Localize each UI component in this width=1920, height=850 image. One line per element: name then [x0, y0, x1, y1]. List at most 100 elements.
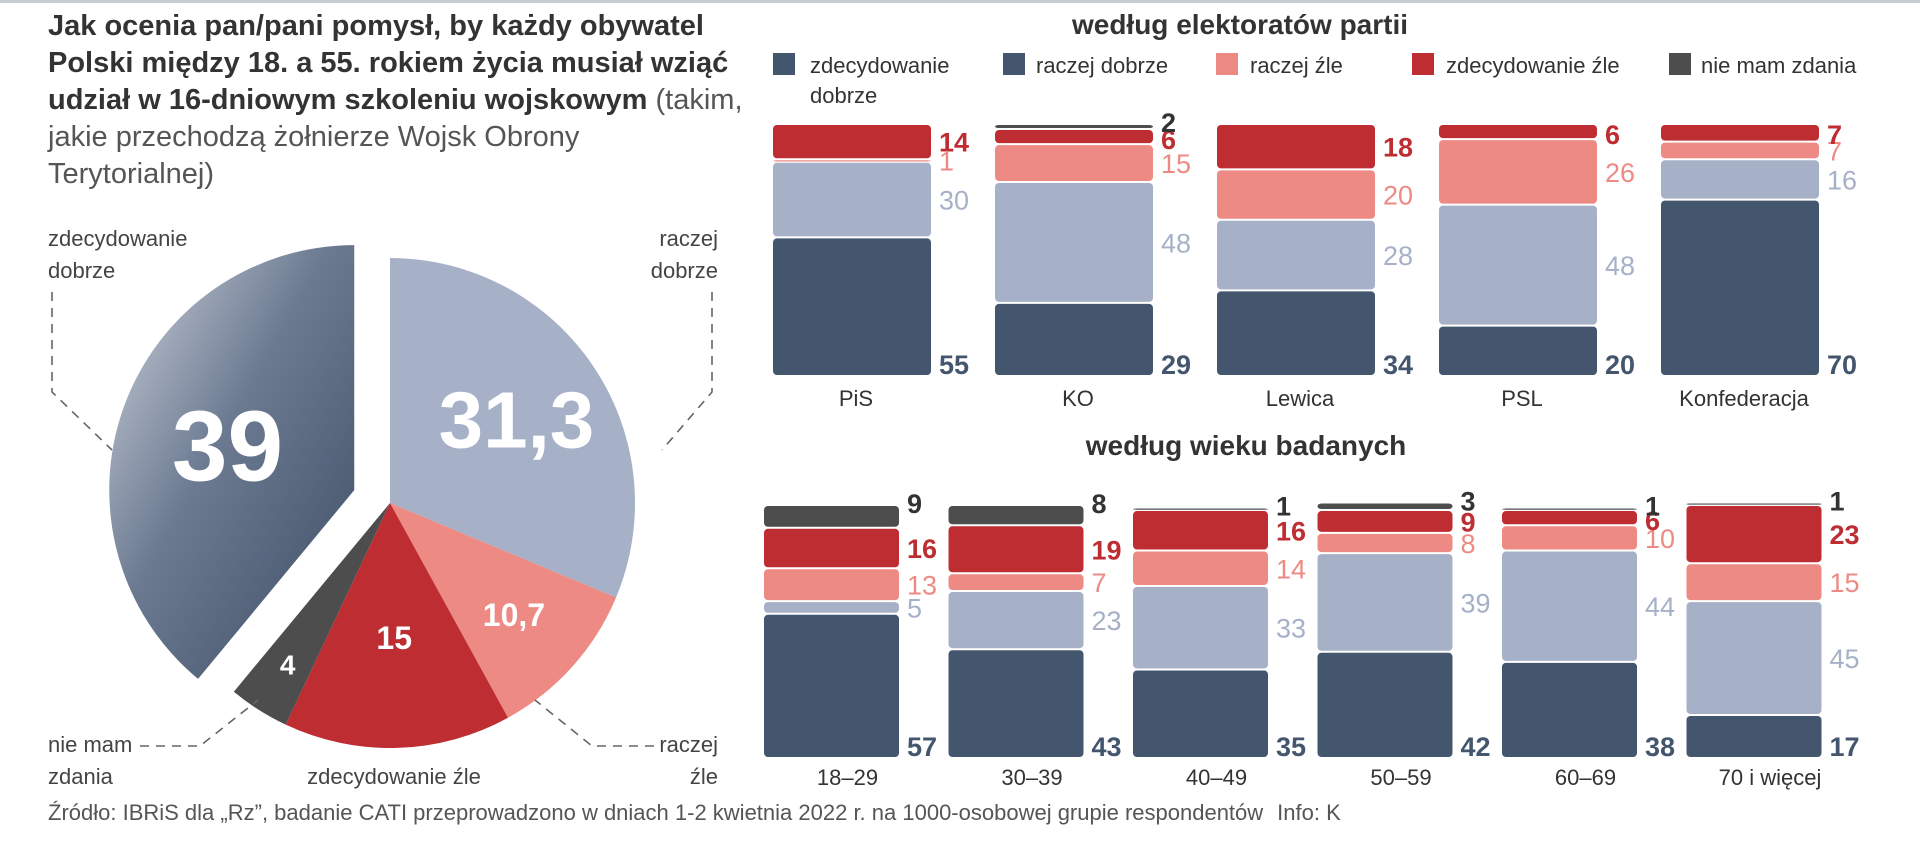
value-age-40-49-zdecydowanie-dobrze: 35: [1276, 732, 1306, 762]
bar-age-50-59-nie-mam-zdania: [1317, 503, 1453, 510]
bar-age-40-49-raczej-zle: [1133, 551, 1268, 585]
category-age-18-29: 18–29: [817, 765, 878, 790]
bar-party-psl-raczej-dobrze: [1439, 205, 1597, 325]
value-party-psl-zdecydowanie-zle: 6: [1605, 120, 1620, 150]
bar-age-18-29-raczej-zle: [764, 569, 899, 601]
value-age-30-39-zdecydowanie-zle: 19: [1092, 535, 1122, 565]
bar-age-40-49-zdecydowanie-zle: [1133, 511, 1268, 550]
legend-label-nie-mam: nie mam zdania: [1701, 53, 1857, 78]
category-party-lewica: Lewica: [1266, 386, 1335, 411]
bar-party-ko-zdecydowanie-dobrze: [995, 303, 1153, 375]
top-rule: [0, 0, 1920, 3]
pie-slice-zdecydowanie-le: [285, 503, 509, 748]
age-bar-chart: 5751316918–294323719830–3935331416140–49…: [764, 486, 1860, 790]
bar-party-lewica-raczej-zle: [1217, 170, 1375, 219]
pie-label-nie-mam-2: zdania: [48, 764, 114, 789]
value-party-ko-zdecydowanie-dobrze: 29: [1161, 350, 1191, 380]
bar-party-ko-raczej-zle: [995, 145, 1153, 181]
pie-label-raczej-dobrze-2: dobrze: [651, 258, 718, 283]
bar-party-pis-zdecydowanie-dobrze: [773, 238, 931, 375]
value-age-18-29-nie-mam-zdania: 9: [907, 489, 922, 519]
value-party-psl-raczej-zle: 26: [1605, 158, 1635, 188]
pie-value-raczej-dobrze: 31,3: [439, 376, 595, 465]
value-party-ko-zdecydowanie-zle: 6: [1161, 125, 1176, 155]
bar-age-50-59-zdecydowanie-dobrze: [1317, 652, 1453, 757]
bar-age-40-49-raczej-dobrze: [1133, 586, 1268, 669]
pie-label-raczej-dobrze-1: raczej: [659, 226, 718, 251]
source-note: Źródło: IBRiS dla „Rz”, badanie CATI prz…: [48, 800, 1341, 826]
bar-party-lewica-zdecydowanie-zle: [1217, 125, 1375, 169]
bar-party-konfederacja-zdecydowanie-zle: [1661, 125, 1819, 141]
question-note: (takim, jakie przechodzą żołnierze Wojsk…: [48, 84, 743, 190]
value-party-ko-raczej-zle: 15: [1161, 149, 1191, 179]
bar-age-30-39-raczej-zle: [948, 574, 1084, 591]
bar-age-60-69-raczej-zle: [1502, 526, 1637, 550]
bar-party-psl-zdecydowanie-dobrze: [1439, 326, 1597, 375]
value-age-70-i-wi-cej-nie-mam-zdania: 1: [1830, 486, 1845, 516]
pie-label-raczej-zle-1: raczej: [659, 732, 718, 757]
value-age-50-59-raczej-dobrze: 39: [1461, 588, 1491, 618]
value-age-18-29-zdecydowanie-zle: 16: [907, 534, 937, 564]
category-age-60-69: 60–69: [1555, 765, 1616, 790]
pie-value-raczej-le: 10,7: [483, 597, 545, 633]
value-age-30-39-zdecydowanie-dobrze: 43: [1092, 732, 1122, 762]
value-age-40-49-nie-mam-zdania: 1: [1276, 492, 1291, 522]
legend-label-raczej-dobrze: raczej dobrze: [1036, 53, 1168, 78]
bar-party-ko-nie-mam-zdania: [995, 125, 1153, 129]
bar-age-18-29-zdecydowanie-zle: [764, 528, 899, 568]
value-party-ko-nie-mam-zdania: 2: [1161, 108, 1176, 138]
value-party-pis-zdecydowanie-zle: 14: [939, 128, 969, 158]
leader-raczej-zle: [534, 699, 654, 747]
bar-age-18-29-raczej-dobrze: [764, 602, 899, 613]
bar-age-30-39-zdecydowanie-dobrze: [948, 650, 1084, 757]
bar-age-70-i-wi-cej-zdecydowanie-zle: [1686, 506, 1822, 563]
pie-value-zdecydowanie-dobrze: 39: [172, 390, 283, 502]
category-party-pis: PiS: [839, 386, 873, 411]
bar-age-30-39-zdecydowanie-zle: [948, 526, 1084, 573]
party-bar-chart: 5530114PiS29481562KO34282018Lewica204826…: [773, 108, 1857, 411]
value-age-30-39-raczej-dobrze: 23: [1092, 606, 1122, 636]
value-age-60-69-raczej-dobrze: 44: [1645, 592, 1675, 622]
legend-label-zd-zle: zdecydowanie źle: [1446, 53, 1620, 78]
bar-age-50-59-zdecydowanie-zle: [1317, 511, 1453, 532]
category-age-30-39: 30–39: [1001, 765, 1062, 790]
value-party-lewica-raczej-zle: 20: [1383, 181, 1413, 211]
value-party-pis-raczej-zle: 1: [939, 147, 954, 177]
category-party-psl: PSL: [1501, 386, 1543, 411]
legend: zdecydowanie dobrze raczej dobrze raczej…: [773, 53, 1857, 108]
value-age-70-i-wi-cej-zdecydowanie-dobrze: 17: [1830, 732, 1860, 762]
source-text: Źródło: IBRiS dla „Rz”, badanie CATI prz…: [48, 800, 1264, 825]
pie-label-zd-dobrze-2: dobrze: [48, 258, 115, 283]
leader-nie-mam: [140, 699, 259, 747]
pie-label-nie-mam-1: nie mam: [48, 732, 132, 757]
bar-age-70-i-wi-cej-raczej-dobrze: [1686, 602, 1822, 714]
value-party-pis-zdecydowanie-dobrze: 55: [939, 350, 969, 380]
pie-callouts: zdecydowanie dobrze raczej dobrze nie ma…: [48, 226, 718, 789]
value-age-70-i-wi-cej-raczej-dobrze: 45: [1830, 644, 1860, 674]
value-age-30-39-nie-mam-zdania: 8: [1092, 489, 1107, 519]
bar-age-50-59-raczej-dobrze: [1317, 554, 1453, 651]
value-age-40-49-zdecydowanie-zle: 16: [1276, 516, 1306, 546]
value-age-60-69-zdecydowanie-dobrze: 38: [1645, 732, 1675, 762]
legend-swatch-raczej-zle: [1216, 53, 1238, 75]
bar-age-70-i-wi-cej-zdecydowanie-dobrze: [1686, 715, 1822, 757]
question-bold: Jak ocenia pan/pani pomysł, by każdy oby…: [48, 10, 729, 116]
pie-slice-zdecydowanie-dobrze: [109, 245, 355, 679]
pie-value-nie-mam-zdania: 4: [280, 649, 296, 680]
bar-age-60-69-zdecydowanie-zle: [1502, 511, 1637, 525]
question-title: Jak ocenia pan/pani pomysł, by każdy oby…: [48, 8, 748, 193]
pie-chart: 31,3 10,7 15 4 39: [109, 245, 635, 748]
pie-label-zd-zle: zdecydowanie źle: [307, 764, 481, 789]
bar-age-30-39-nie-mam-zdania: [948, 506, 1084, 525]
category-party-ko: KO: [1062, 386, 1094, 411]
bar-party-pis-zdecydowanie-zle: [773, 125, 931, 159]
bar-party-pis-raczej-dobrze: [773, 162, 931, 237]
bar-party-pis-raczej-zle: [773, 160, 931, 162]
legend-swatch-zd-dobrze: [773, 53, 795, 75]
party-chart-title: według elektoratów partii: [1071, 9, 1408, 40]
bar-age-60-69-nie-mam-zdania: [1502, 508, 1637, 510]
leader-raczej-dobrze: [661, 292, 713, 451]
value-party-konfederacja-zdecydowanie-dobrze: 70: [1827, 350, 1857, 380]
value-age-70-i-wi-cej-zdecydowanie-zle: 23: [1830, 520, 1860, 550]
